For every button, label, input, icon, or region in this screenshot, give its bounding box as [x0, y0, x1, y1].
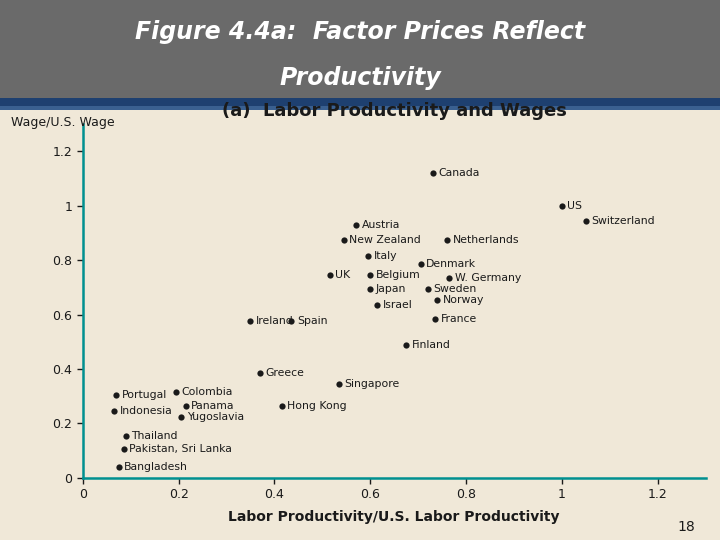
Text: Belgium: Belgium: [376, 270, 420, 280]
Text: Netherlands: Netherlands: [452, 235, 519, 245]
Text: Figure 4.4a:  Factor Prices Reflect: Figure 4.4a: Factor Prices Reflect: [135, 20, 585, 44]
Text: Switzerland: Switzerland: [591, 216, 655, 226]
Bar: [0, 45, 720, 50]
Bar: [0, 40, 720, 45]
Text: Spain: Spain: [297, 316, 328, 327]
Bar: [0, 15, 720, 20]
Bar: [0, 35, 720, 40]
Text: Colombia: Colombia: [181, 387, 233, 397]
Text: Yugoslavia: Yugoslavia: [186, 411, 243, 422]
Bar: [0, 0, 720, 5]
Text: Sweden: Sweden: [433, 284, 477, 294]
Text: Finland: Finland: [412, 340, 451, 349]
Bar: [0, 50, 720, 55]
Text: W. Germany: W. Germany: [455, 273, 521, 283]
Text: Austria: Austria: [361, 220, 400, 230]
Bar: [0, 80, 720, 85]
Bar: [0, 95, 720, 100]
Text: Japan: Japan: [376, 284, 406, 294]
Text: Bangladesh: Bangladesh: [125, 462, 188, 472]
Text: Greece: Greece: [266, 368, 305, 378]
Bar: [0, 55, 720, 60]
Text: Indonesia: Indonesia: [120, 406, 172, 416]
Text: Canada: Canada: [438, 168, 480, 178]
X-axis label: Labor Productivity/U.S. Labor Productivity: Labor Productivity/U.S. Labor Productivi…: [228, 510, 560, 524]
Bar: [0, 25, 720, 30]
Bar: [0, 75, 720, 80]
Text: Productivity: Productivity: [279, 66, 441, 90]
Text: Pakistan, Sri Lanka: Pakistan, Sri Lanka: [129, 444, 232, 454]
Bar: [0, 85, 720, 90]
Text: Singapore: Singapore: [345, 379, 400, 389]
Text: Italy: Italy: [374, 251, 397, 261]
Text: Norway: Norway: [443, 295, 485, 305]
Bar: [0, 60, 720, 65]
Text: Hong Kong: Hong Kong: [287, 401, 347, 411]
Text: New Zealand: New Zealand: [349, 235, 421, 245]
Text: Denmark: Denmark: [426, 259, 476, 269]
Text: UK: UK: [335, 270, 350, 280]
Title: (a)  Labor Productivity and Wages: (a) Labor Productivity and Wages: [222, 102, 567, 120]
Bar: [0, 70, 720, 75]
Text: Portugal: Portugal: [122, 390, 167, 400]
Text: 18: 18: [677, 519, 695, 534]
Text: France: France: [441, 314, 477, 324]
Text: Thailand: Thailand: [132, 431, 178, 441]
Bar: [0, 5, 720, 10]
Text: US: US: [567, 201, 582, 211]
Bar: [0, 30, 720, 35]
Bar: [0, 20, 720, 25]
Bar: [0, 106, 720, 110]
Text: Israel: Israel: [383, 300, 413, 310]
Text: Panama: Panama: [192, 401, 235, 411]
Bar: [0, 90, 720, 95]
Text: Ireland: Ireland: [256, 316, 294, 327]
Bar: [0, 65, 720, 70]
Bar: [0, 10, 720, 15]
Text: Wage/U.S. Wage: Wage/U.S. Wage: [11, 116, 114, 129]
